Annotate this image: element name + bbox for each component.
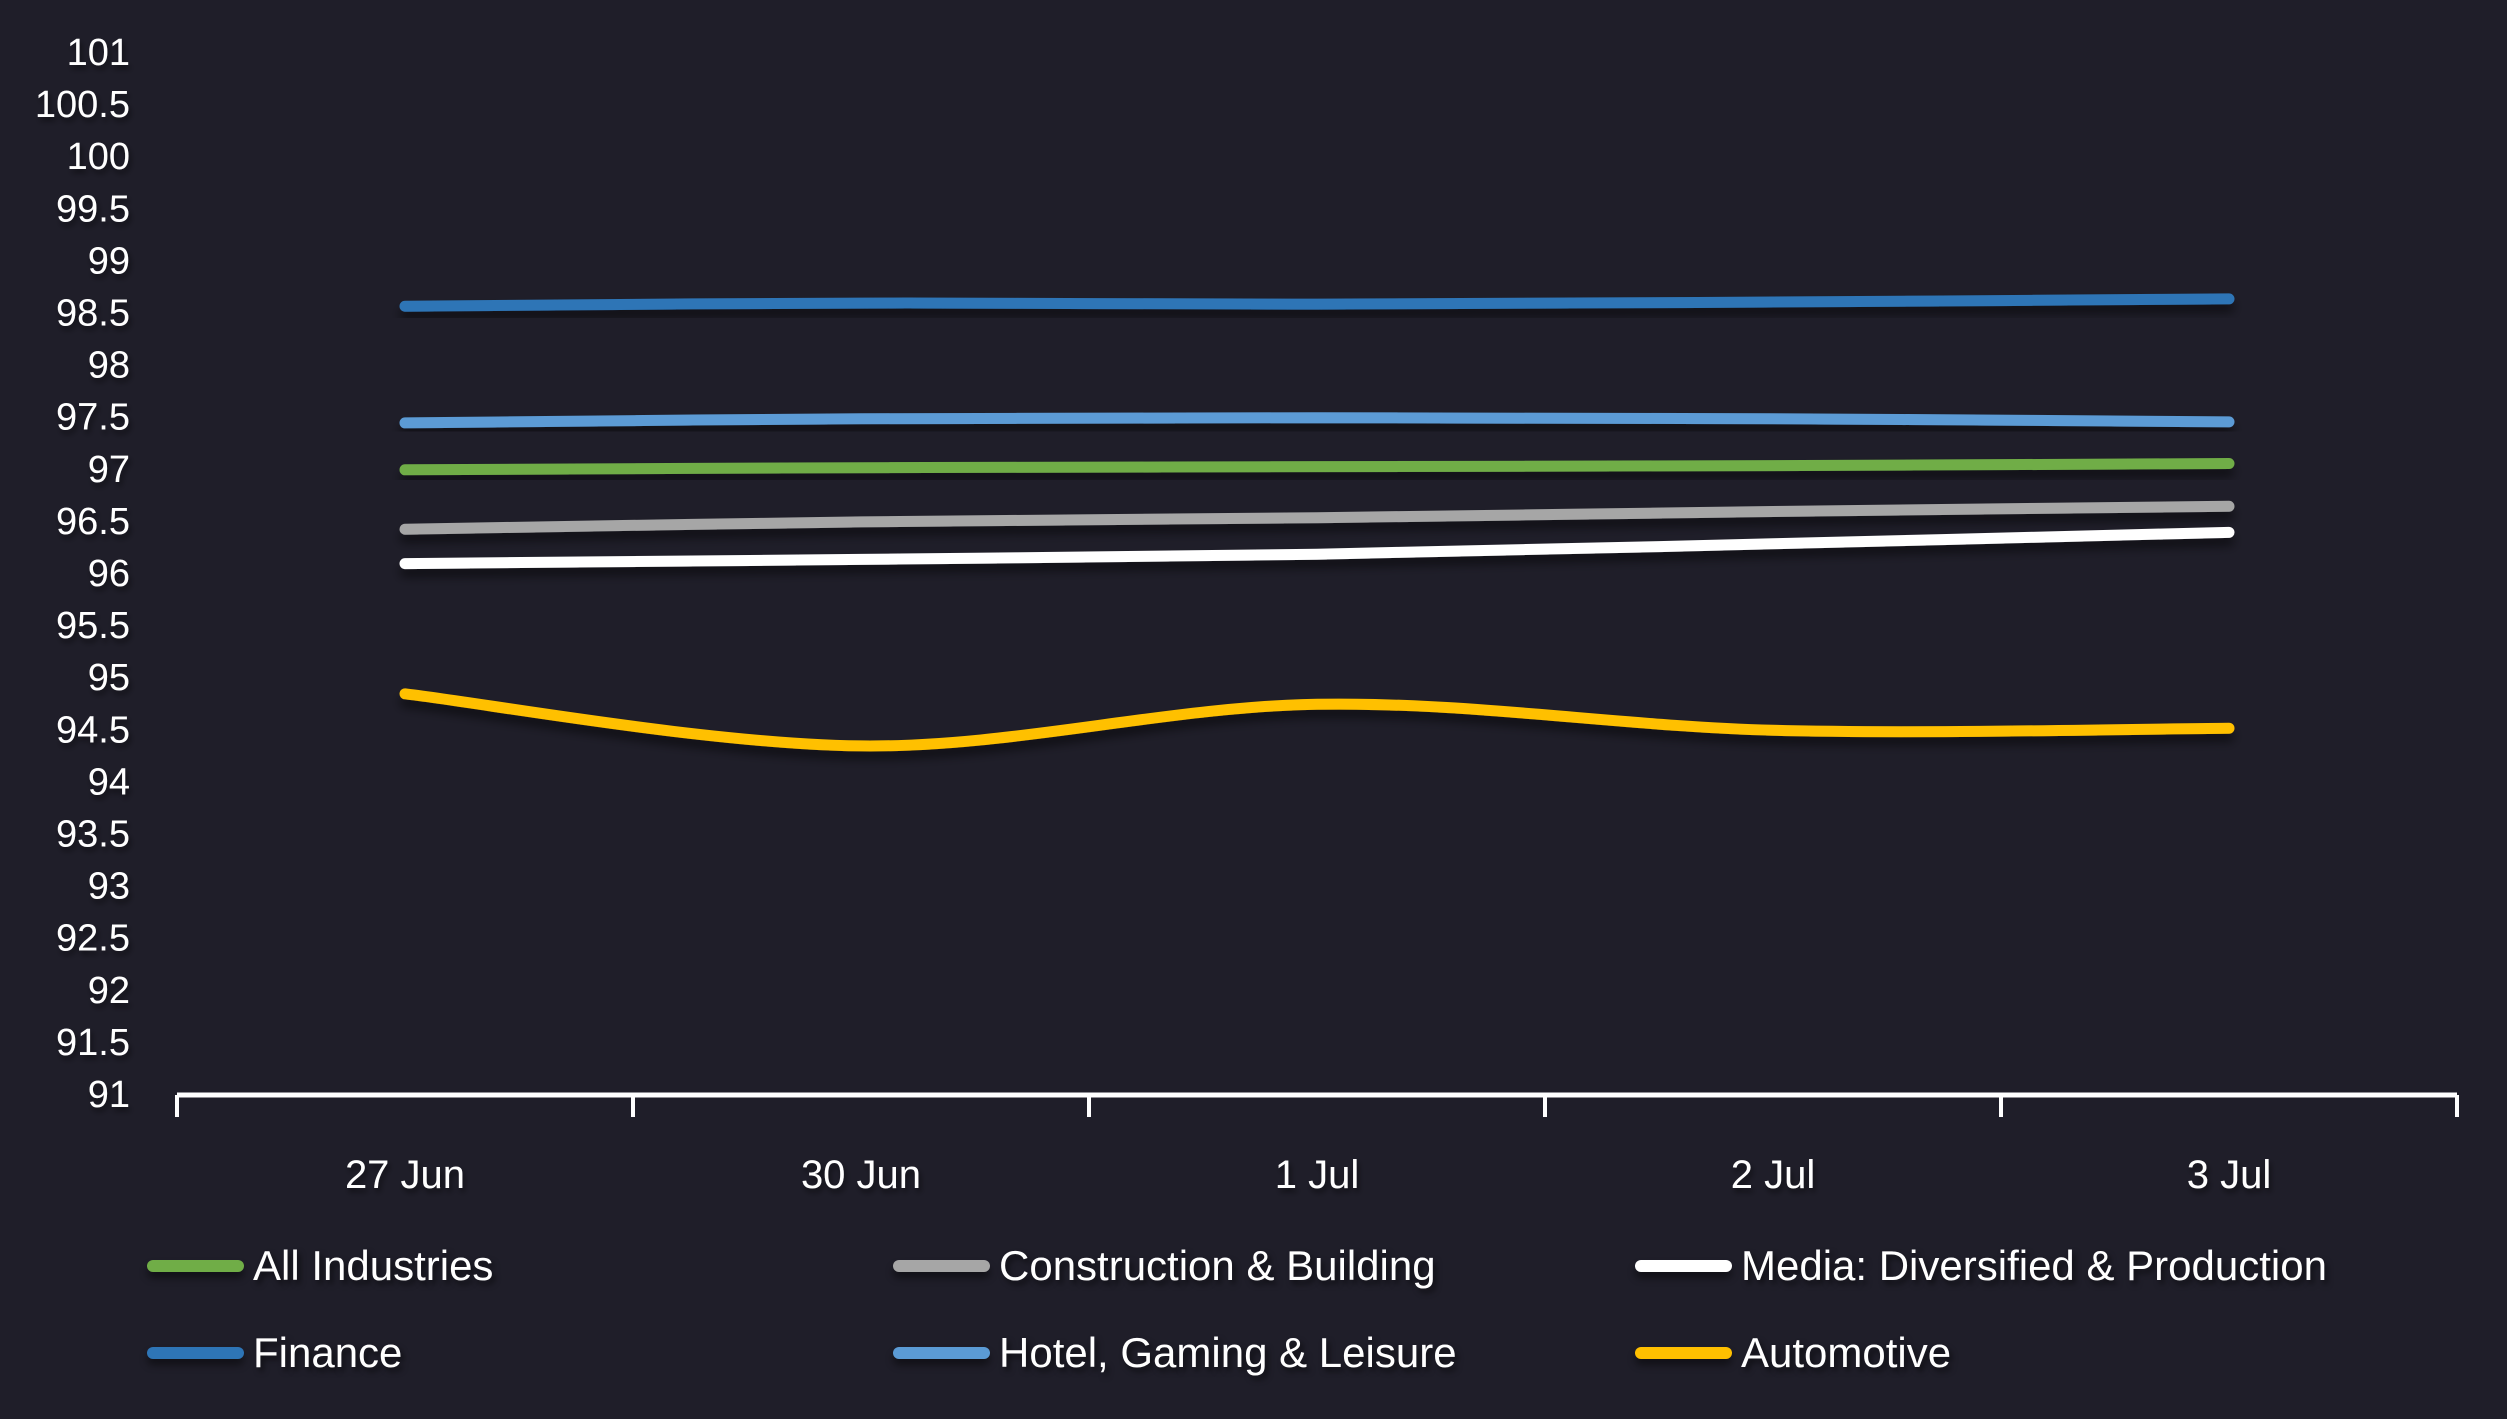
series-line-construction-building (399, 500, 2235, 535)
series-line-all-industries (399, 458, 2235, 476)
gridlines (173, 49, 2461, 1047)
y-tick-label: 93 (88, 866, 130, 908)
y-tick-label: 97.5 (56, 397, 130, 439)
series-line-media-diversified-production (399, 526, 2235, 570)
y-tick-label: 92.5 (56, 918, 130, 960)
y-tick-label: 100 (67, 136, 130, 178)
y-tick-label: 96 (88, 553, 130, 595)
y-tick-label: 99 (88, 240, 130, 282)
y-tick-label: 98 (88, 345, 130, 387)
y-tick-label: 99.5 (56, 188, 130, 230)
y-tick-label: 92 (88, 970, 130, 1012)
x-axis-labels: 27 Jun 30 Jun 1 Jul 2 Jul 3 Jul (345, 1153, 2271, 1197)
y-tick-label: 95 (88, 657, 130, 699)
x-tick-label: 1 Jul (1275, 1153, 1360, 1197)
x-tick-label: 2 Jul (1731, 1153, 1816, 1197)
y-tick-label: 100.5 (35, 84, 130, 126)
y-tick-label: 98.5 (56, 293, 130, 335)
x-tick-label: 3 Jul (2187, 1153, 2272, 1197)
y-axis-labels: 101 100.5 100 99.5 99 98.5 98 97.5 97 96.5 96 95.5 9… (35, 32, 130, 1116)
y-tick-label: 91 (88, 1074, 130, 1116)
y-tick-label: 91.5 (56, 1022, 130, 1064)
y-tick-label: 96.5 (56, 501, 130, 543)
x-axis (175, 1092, 2459, 1117)
y-tick-label: 101 (67, 32, 130, 74)
y-tick-label: 95.5 (56, 605, 130, 647)
x-tick-label: 30 Jun (801, 1153, 921, 1197)
y-tick-label: 93.5 (56, 814, 130, 856)
series-line-hotel-gaming-leisure (399, 412, 2235, 429)
y-tick-label: 97 (88, 449, 130, 491)
y-tick-label: 94.5 (56, 709, 130, 751)
series-line-finance (399, 293, 2235, 312)
y-tick-label: 94 (88, 761, 130, 803)
x-tick-label: 27 Jun (345, 1153, 465, 1197)
series-lines (399, 293, 2235, 752)
series-line-automotive (399, 688, 2235, 752)
